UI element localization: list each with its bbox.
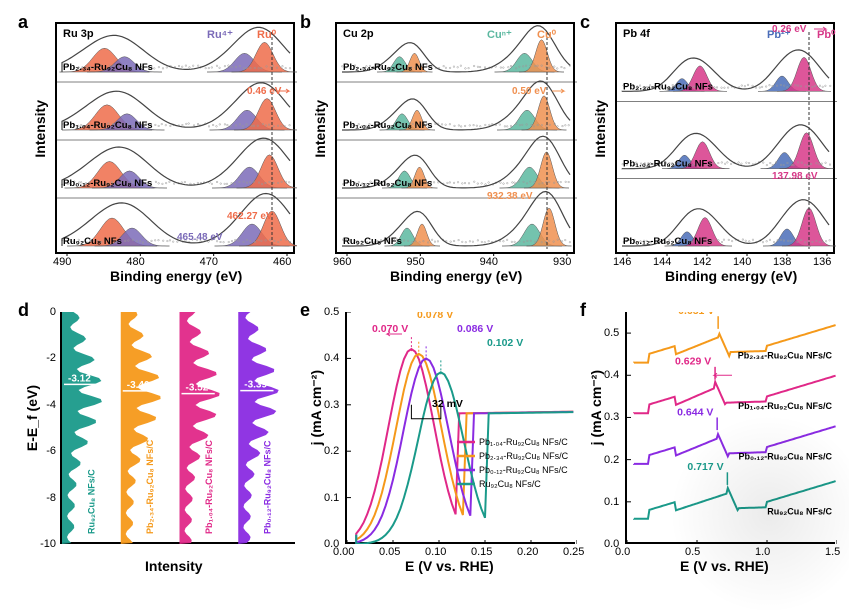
svg-text:0.651 V: 0.651 V (678, 312, 714, 317)
panel-label-a: a (18, 12, 28, 33)
svg-text:Cuⁿ⁺: Cuⁿ⁺ (487, 29, 512, 41)
svg-text:Ru₉₂Cu₈ NFs: Ru₉₂Cu₈ NFs (63, 236, 122, 247)
svg-text:Pb₁.₀₄-Ru₉₂Cu₈ NFs: Pb₁.₀₄-Ru₉₂Cu₈ NFs (63, 120, 153, 131)
svg-text:Pb₁.₀₄-Ru₉₂Cu₈ NFs/C: Pb₁.₀₄-Ru₉₂Cu₈ NFs/C (479, 437, 568, 447)
svg-text:Pb⁰: Pb⁰ (817, 29, 836, 41)
panel-label-b: b (300, 12, 311, 33)
xlabel-e: E (V vs. RHE) (405, 558, 494, 574)
svg-text:Pb₂.₃₄-Ru₉₂Cu₈ NFs: Pb₂.₃₄-Ru₉₂Cu₈ NFs (343, 62, 433, 73)
svg-text:32 mV: 32 mV (432, 398, 463, 410)
svg-text:0.070 V: 0.070 V (372, 323, 408, 335)
chart-b: Pb₂.₃₄-Ru₉₂Cu₈ NFs Pb₁.₀₄-Ru₉₂Cu₈ NFs Pb₀.… (335, 22, 575, 254)
ylabel-b: Intensity (312, 100, 328, 158)
svg-text:0.629 V: 0.629 V (675, 356, 711, 368)
svg-text:Pb₁.₀₄-Ru₉₂Cu₈ NFs: Pb₁.₀₄-Ru₉₂Cu₈ NFs (343, 120, 433, 131)
svg-text:-3.40: -3.40 (127, 380, 150, 391)
chart-c: Pb₂.₃₄-Ru₉₂Cu₈ NFs Pb₁.₀₄-Ru₉₂Cu₈ NFs Pb₀.… (615, 22, 835, 254)
ylabel-a: Intensity (32, 100, 48, 158)
dband-svg: -3.12 Ru₉₂Cu₈ NFs/C -3.40 Pb₂.₃₄-Ru₉₂Cu₈ NF… (62, 312, 297, 544)
svg-text:Pb₂.₃₄-Ru₉₂Cu₈ NFs/C: Pb₂.₃₄-Ru₉₂Cu₈ NFs/C (738, 350, 833, 360)
svg-text:Pb₂.₃₄-Ru₉₂Cu₈ NFs/C: Pb₂.₃₄-Ru₉₂Cu₈ NFs/C (145, 439, 155, 534)
svg-text:Ru₉₂Cu₈ NFs/C: Ru₉₂Cu₈ NFs/C (479, 479, 541, 489)
svg-text:Pb₂.₃₄-Ru₉₂Cu₈ NFs/C: Pb₂.₃₄-Ru₉₂Cu₈ NFs/C (479, 451, 569, 461)
svg-text:0.078 V: 0.078 V (417, 312, 453, 321)
xps-c-svg: Pb₂.₃₄-Ru₉₂Cu₈ NFs Pb₁.₀₄-Ru₉₂Cu₈ NFs Pb₀.… (617, 24, 837, 256)
svg-text:0.086 V: 0.086 V (457, 323, 493, 335)
svg-text:Pb₁.₀₄-Ru₉₂Cu₈ NFs: Pb₁.₀₄-Ru₉₂Cu₈ NFs (623, 159, 713, 170)
chart-f: 0.651 V Pb₂.₃₄-Ru₉₂Cu₈ NFs/C 0.629 V Pb₁.₀₄… (625, 312, 835, 544)
panel-label-e: e (300, 300, 310, 321)
panel-label-f: f (580, 300, 586, 321)
svg-text:0.717 V: 0.717 V (687, 461, 723, 473)
xlabel-b: Binding energy (eV) (390, 268, 522, 284)
svg-text:137.98 eV: 137.98 eV (772, 171, 818, 182)
svg-text:Pb₂.₃₄-Ru₉₂Cu₈ NFs: Pb₂.₃₄-Ru₉₂Cu₈ NFs (623, 81, 713, 92)
svg-text:Ru₉₂Cu₈ NFs: Ru₉₂Cu₈ NFs (343, 236, 402, 247)
svg-text:932.38 eV: 932.38 eV (487, 191, 533, 202)
svg-text:Cu⁰: Cu⁰ (537, 29, 557, 41)
chart-a: Pb₂.₃₄-Ru₉₂Cu₈ NFs Pb₁.₀₄-Ru₉₂Cu₈ NFs Pb₀.… (55, 22, 295, 254)
xlabel-c: Binding energy (eV) (665, 268, 797, 284)
svg-text:Ru⁰: Ru⁰ (257, 29, 277, 41)
ylabel-d: E-E_f (eV) (24, 385, 40, 451)
xlabel-a: Binding energy (eV) (110, 268, 242, 284)
svg-text:Pb₀.₁₂-Ru₉₂Cu₈ NFs: Pb₀.₁₂-Ru₉₂Cu₈ NFs (63, 178, 152, 189)
svg-text:0.46 eV: 0.46 eV (247, 86, 282, 97)
cv-f-svg: 0.651 V Pb₂.₃₄-Ru₉₂Cu₈ NFs/C 0.629 V Pb₁.₀₄… (627, 312, 837, 544)
ylabel-f: j (mA cm⁻²) (588, 370, 604, 445)
title-b: Cu 2p (343, 28, 374, 40)
title-c: Pb 4f (623, 28, 650, 40)
svg-text:Pb₀.₁₂-Ru₉₂Cu₈ NFs/C: Pb₀.₁₂-Ru₉₂Cu₈ NFs/C (479, 465, 568, 475)
xlabel-d: Intensity (145, 558, 203, 574)
svg-text:Pb₂.₃₄-Ru₉₂Cu₈ NFs: Pb₂.₃₄-Ru₉₂Cu₈ NFs (63, 62, 153, 73)
svg-text:Pb₀.₁₂-Ru₉₂Cu₈ NFs/C: Pb₀.₁₂-Ru₉₂Cu₈ NFs/C (263, 440, 273, 534)
svg-text:Pb₁.₀₄-Ru₉₂Cu₈ NFs/C: Pb₁.₀₄-Ru₉₂Cu₈ NFs/C (738, 401, 832, 411)
svg-text:0.644 V: 0.644 V (677, 406, 713, 418)
ylabel-e: j (mA cm⁻²) (308, 370, 324, 445)
svg-text:Pb₀.₁₂-Ru₉₂Cu₈ NFs: Pb₀.₁₂-Ru₉₂Cu₈ NFs (623, 236, 712, 247)
svg-text:Pb₀.₁₂-Ru₉₂Cu₈ NFs: Pb₀.₁₂-Ru₉₂Cu₈ NFs (343, 178, 432, 189)
svg-text:Pb₁.₀₄-Ru₉₂Cu₈ NFs/C: Pb₁.₀₄-Ru₉₂Cu₈ NFs/C (204, 440, 214, 534)
svg-text:0.102 V: 0.102 V (487, 337, 523, 349)
xlabel-f: E (V vs. RHE) (680, 558, 769, 574)
svg-text:465.48 eV: 465.48 eV (177, 232, 223, 243)
svg-text:0.26 eV: 0.26 eV (772, 24, 807, 35)
svg-text:0.50 eV: 0.50 eV (512, 86, 547, 97)
svg-text:Ru⁴⁺: Ru⁴⁺ (207, 29, 233, 41)
title-a: Ru 3p (63, 28, 94, 40)
svg-text:Ru₉₂Cu₈ NFs/C: Ru₉₂Cu₈ NFs/C (86, 469, 96, 534)
svg-text:-3.12: -3.12 (68, 373, 91, 384)
xps-b-svg: Pb₂.₃₄-Ru₉₂Cu₈ NFs Pb₁.₀₄-Ru₉₂Cu₈ NFs Pb₀.… (337, 24, 577, 256)
xps-a-svg: Pb₂.₃₄-Ru₉₂Cu₈ NFs Pb₁.₀₄-Ru₉₂Cu₈ NFs Pb₀.… (57, 24, 297, 256)
cv-e-svg: 0.070 V 0.078 V 0.086 V 0.102 V 32 mV Pb₁.₀₄-… (347, 312, 577, 544)
panel-label-d: d (18, 300, 29, 321)
svg-text:-3.39: -3.39 (244, 380, 267, 391)
chart-d: -3.12 Ru₉₂Cu₈ NFs/C -3.40 Pb₂.₃₄-Ru₉₂Cu₈ NF… (60, 312, 295, 544)
ylabel-c: Intensity (592, 100, 608, 158)
ylabel-d-text: E-E_f (eV) (24, 385, 40, 451)
panel-label-c: c (580, 12, 590, 33)
svg-text:Pb₀.₁₂-Ru₉₂Cu₈ NFs/C: Pb₀.₁₂-Ru₉₂Cu₈ NFs/C (738, 452, 832, 462)
svg-text:Ru₉₂Cu₈ NFs/C: Ru₉₂Cu₈ NFs/C (767, 506, 832, 516)
chart-e: 0.070 V 0.078 V 0.086 V 0.102 V 32 mV Pb₁.₀₄-… (345, 312, 575, 544)
svg-text:462.27 eV: 462.27 eV (227, 211, 273, 222)
svg-text:-3.52: -3.52 (186, 383, 209, 394)
